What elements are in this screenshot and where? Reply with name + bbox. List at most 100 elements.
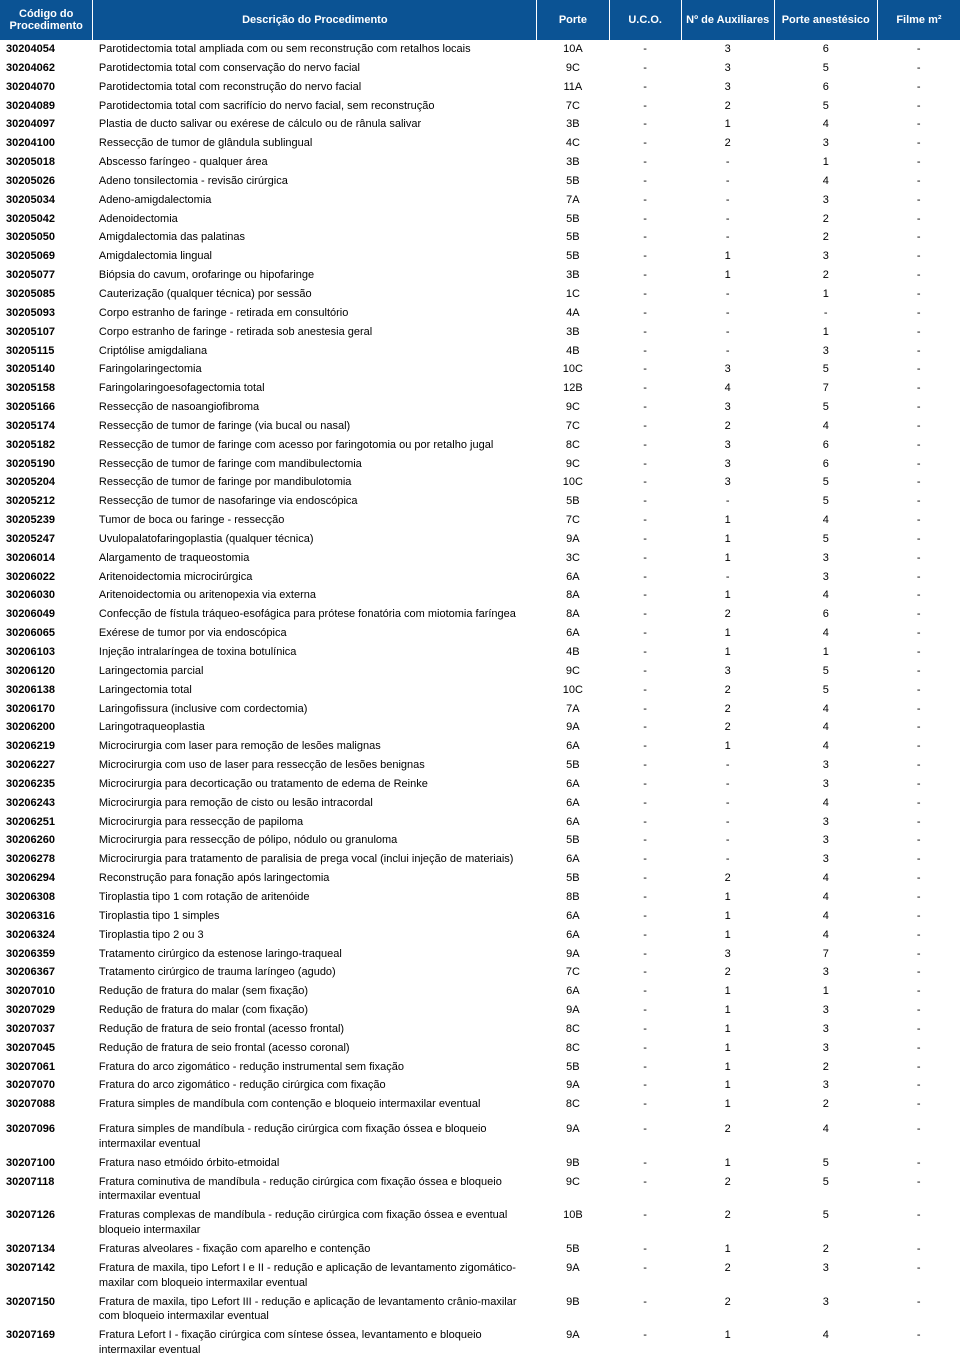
cell-filme: - [877, 342, 960, 361]
cell-anest: 5 [774, 681, 877, 700]
table-row: 30207118Fratura cominutiva de mandíbula … [0, 1173, 960, 1207]
cell-code: 30205085 [0, 285, 93, 304]
cell-code: 30204097 [0, 115, 93, 134]
cell-desc: Adeno-amigdalectomia [93, 191, 537, 210]
cell-filme: - [877, 59, 960, 78]
cell-code: 30205140 [0, 360, 93, 379]
cell-filme: - [877, 473, 960, 492]
col-header-porte: Porte [537, 0, 609, 40]
cell-anest: 5 [774, 530, 877, 549]
cell-code: 30206049 [0, 605, 93, 624]
cell-anest: 6 [774, 40, 877, 59]
cell-porte: 9A [537, 530, 609, 549]
cell-filme: - [877, 700, 960, 719]
cell-desc: Amigdalectomia lingual [93, 247, 537, 266]
cell-uco: - [609, 473, 681, 492]
cell-desc: Tiroplastia tipo 1 com rotação de ariten… [93, 888, 537, 907]
cell-uco: - [609, 417, 681, 436]
cell-porte: 8C [537, 1039, 609, 1058]
cell-uco: - [609, 568, 681, 587]
cell-porte: 6A [537, 624, 609, 643]
table-row: 30207045Redução de fratura de seio front… [0, 1039, 960, 1058]
cell-porte: 4B [537, 342, 609, 361]
cell-porte: 9B [537, 1293, 609, 1327]
cell-desc: Fratura de maxila, tipo Lefort III - red… [93, 1293, 537, 1327]
table-row: 30205026Adeno tonsilectomia - revisão ci… [0, 172, 960, 191]
cell-desc: Criptólise amigdaliana [93, 342, 537, 361]
cell-uco: - [609, 624, 681, 643]
cell-aux: 3 [681, 945, 774, 964]
cell-code: 30206219 [0, 737, 93, 756]
cell-aux: 1 [681, 511, 774, 530]
cell-code: 30205034 [0, 191, 93, 210]
cell-desc: Reconstrução para fonação após laringect… [93, 869, 537, 888]
cell-aux: 2 [681, 1173, 774, 1207]
cell-aux: 2 [681, 1293, 774, 1327]
table-row: 30205166Ressecção de nasoangiofibroma9C-… [0, 398, 960, 417]
cell-uco: - [609, 813, 681, 832]
cell-uco: - [609, 304, 681, 323]
cell-anest: 4 [774, 586, 877, 605]
cell-filme: - [877, 1293, 960, 1327]
cell-aux: 1 [681, 266, 774, 285]
cell-uco: - [609, 191, 681, 210]
cell-anest: 3 [774, 963, 877, 982]
cell-porte: 9A [537, 1114, 609, 1154]
cell-porte: 5B [537, 756, 609, 775]
cell-uco: - [609, 831, 681, 850]
table-row: 30204100Ressecção de tumor de glândula s… [0, 134, 960, 153]
table-row: 30205140Faringolaringectomia10C-35- [0, 360, 960, 379]
cell-porte: 7C [537, 417, 609, 436]
cell-code: 30204070 [0, 78, 93, 97]
cell-code: 30206316 [0, 907, 93, 926]
cell-uco: - [609, 436, 681, 455]
cell-uco: - [609, 1095, 681, 1114]
cell-porte: 8C [537, 1020, 609, 1039]
cell-porte: 12B [537, 379, 609, 398]
cell-uco: - [609, 1259, 681, 1293]
cell-uco: - [609, 153, 681, 172]
cell-code: 30205115 [0, 342, 93, 361]
cell-uco: - [609, 907, 681, 926]
table-row: 30206120Laringectomia parcial9C-35- [0, 662, 960, 681]
cell-desc: Plastia de ducto salivar ou exérese de c… [93, 115, 537, 134]
cell-filme: - [877, 97, 960, 116]
cell-porte: 9A [537, 1259, 609, 1293]
cell-filme: - [877, 78, 960, 97]
cell-desc: Exérese de tumor por via endoscópica [93, 624, 537, 643]
cell-code: 30206065 [0, 624, 93, 643]
cell-desc: Abscesso faríngeo - qualquer área [93, 153, 537, 172]
cell-code: 30204054 [0, 40, 93, 59]
cell-anest: 4 [774, 115, 877, 134]
cell-desc: Uvulopalatofaringoplastia (qualquer técn… [93, 530, 537, 549]
table-row: 30207037Redução de fratura de seio front… [0, 1020, 960, 1039]
cell-anest: 4 [774, 417, 877, 436]
cell-uco: - [609, 643, 681, 662]
cell-anest: 5 [774, 492, 877, 511]
cell-filme: - [877, 549, 960, 568]
cell-code: 30206243 [0, 794, 93, 813]
cell-anest: 3 [774, 775, 877, 794]
table-row: 30206235Microcirurgia para decorticação … [0, 775, 960, 794]
table-row: 30206219Microcirurgia com laser para rem… [0, 737, 960, 756]
cell-aux: 2 [681, 97, 774, 116]
cell-aux: 1 [681, 1240, 774, 1259]
cell-anest: 1 [774, 982, 877, 1001]
cell-uco: - [609, 737, 681, 756]
table-row: 30207126Fraturas complexas de mandíbula … [0, 1206, 960, 1240]
table-row: 30205212Ressecção de tumor de nasofaring… [0, 492, 960, 511]
cell-aux: - [681, 756, 774, 775]
table-row: 30205190Ressecção de tumor de faringe co… [0, 455, 960, 474]
cell-uco: - [609, 1001, 681, 1020]
cell-filme: - [877, 1206, 960, 1240]
cell-uco: - [609, 247, 681, 266]
cell-filme: - [877, 1326, 960, 1360]
cell-filme: - [877, 643, 960, 662]
cell-porte: 8A [537, 605, 609, 624]
table-row: 30206324Tiroplastia tipo 2 ou 36A-14- [0, 926, 960, 945]
table-row: 30206294Reconstrução para fonação após l… [0, 869, 960, 888]
table-row: 30206022Aritenoidectomia microcirúrgica6… [0, 568, 960, 587]
table-row: 30207061Fratura do arco zigomático - red… [0, 1058, 960, 1077]
cell-porte: 9C [537, 398, 609, 417]
cell-filme: - [877, 379, 960, 398]
